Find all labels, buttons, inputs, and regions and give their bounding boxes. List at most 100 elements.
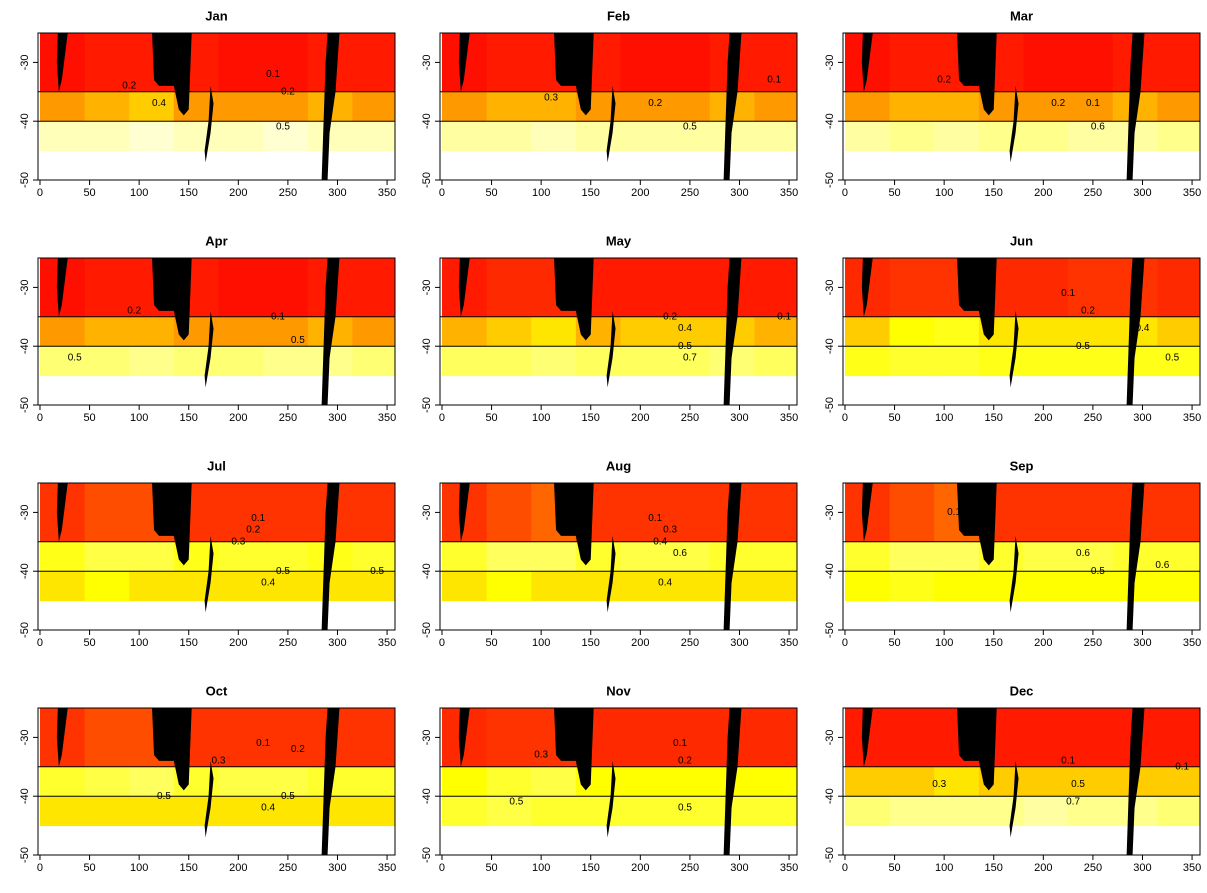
y-tick-label: -40 — [824, 338, 836, 354]
y-tick-label: -50 — [824, 622, 836, 638]
land — [152, 33, 192, 116]
x-tick-label: 200 — [229, 412, 247, 424]
land — [1009, 310, 1019, 388]
x-tick-label: 350 — [378, 637, 396, 649]
heat-cell — [844, 316, 891, 347]
panel-title: Dec — [1010, 683, 1034, 698]
x-tick-label: 100 — [935, 637, 953, 649]
heat-cell — [129, 316, 175, 347]
plot-frame — [37, 257, 396, 406]
heat-cell — [218, 483, 264, 543]
panel: 0.2 0.1 0.5 0.5 Apr 0 50 100 150 200 250 300 350 -30 -… — [19, 233, 396, 424]
land — [723, 258, 742, 405]
contour-label: 0.4 — [261, 803, 275, 814]
land — [1126, 708, 1145, 855]
x-tick-label: 50 — [485, 412, 497, 424]
x-tick-label: 50 — [485, 862, 497, 874]
land — [606, 760, 616, 838]
x-tick-label: 350 — [378, 412, 396, 424]
heat-cell — [1157, 33, 1200, 93]
heat-cell — [754, 708, 797, 768]
panel: 0.2 0.2 0.1 0.6 Mar 0 50 100 150 200 250 300 350 -30 -… — [824, 8, 1201, 199]
land — [204, 760, 214, 838]
x-tick-label: 50 — [888, 637, 900, 649]
heat-cell — [1023, 571, 1069, 602]
heat-cell — [84, 121, 130, 152]
heat-cell — [486, 91, 532, 122]
x-tick-label: 250 — [279, 412, 297, 424]
contour-label: 0.4 — [658, 578, 672, 589]
contour-label: 0.3 — [663, 525, 677, 536]
heat-cell — [531, 766, 577, 797]
heat-cell — [1068, 571, 1114, 602]
heat-cell — [844, 571, 891, 602]
contour-label: 0.1 — [767, 75, 781, 86]
heat-cell — [754, 766, 797, 797]
heat-cell — [129, 796, 175, 827]
land — [957, 483, 997, 566]
heat-cell — [486, 708, 532, 768]
y-tick-label: -40 — [19, 788, 31, 804]
x-tick-label: 0 — [439, 637, 445, 649]
x-tick-label: 350 — [1183, 187, 1201, 199]
heat-cell — [934, 541, 980, 572]
contour-label: 0.5 — [276, 122, 290, 133]
contour-label: 0.1 — [947, 507, 961, 518]
panel-title: Oct — [206, 683, 228, 698]
x-tick-label: 350 — [378, 862, 396, 874]
x-tick-label: 100 — [130, 187, 148, 199]
land — [458, 33, 470, 92]
contour-label: 0.5 — [276, 566, 290, 577]
heat-cell — [486, 33, 532, 93]
heat-cell — [665, 766, 711, 797]
contour-label: 0.5 — [370, 566, 384, 577]
heat-cell — [441, 121, 488, 152]
x-tick-label: 100 — [532, 412, 550, 424]
contour-label: 0.3 — [231, 536, 245, 547]
heat-cell — [754, 258, 797, 318]
x-tick-label: 200 — [1034, 862, 1052, 874]
contour-label: 0.1 — [1175, 761, 1189, 772]
heat-cell — [1068, 766, 1114, 797]
heat-cell — [620, 33, 666, 93]
panel-title: Aug — [606, 458, 631, 473]
contour-label: 0.5 — [1071, 779, 1085, 790]
y-tick-label: -50 — [824, 847, 836, 863]
x-tick-label: 0 — [842, 637, 848, 649]
heat-cell — [1023, 708, 1069, 768]
land — [321, 258, 340, 405]
heat-cell — [84, 541, 130, 572]
heat-cell — [441, 541, 488, 572]
x-tick-label: 150 — [582, 412, 600, 424]
heat-cell — [978, 346, 1024, 377]
x-tick-label: 250 — [1084, 187, 1102, 199]
contour-label: 0.6 — [1091, 122, 1105, 133]
heat-cell — [754, 571, 797, 602]
land — [861, 33, 873, 92]
x-tick-label: 0 — [37, 412, 43, 424]
plot-frame — [842, 482, 1201, 631]
heat-cell — [620, 571, 666, 602]
land — [606, 535, 616, 613]
x-tick-label: 250 — [1084, 412, 1102, 424]
heat-cell — [665, 571, 711, 602]
heat-cell — [665, 796, 711, 827]
y-tick-label: -30 — [421, 729, 433, 745]
heat-cell — [84, 483, 130, 543]
x-tick-label: 150 — [180, 187, 198, 199]
x-tick-label: 350 — [780, 412, 798, 424]
y-tick-label: -40 — [824, 113, 836, 129]
heat-cell — [218, 316, 264, 347]
heat-cell — [754, 483, 797, 543]
heat-cell — [1157, 316, 1200, 347]
x-tick-label: 300 — [328, 637, 346, 649]
heat-cell — [934, 316, 980, 347]
heat-cell — [486, 571, 532, 602]
contour-label: 0.2 — [678, 756, 692, 767]
heat-cell — [531, 541, 577, 572]
contour-label: 0.2 — [648, 98, 662, 109]
heat-cell — [486, 796, 532, 827]
land — [458, 708, 470, 767]
land — [606, 310, 616, 388]
